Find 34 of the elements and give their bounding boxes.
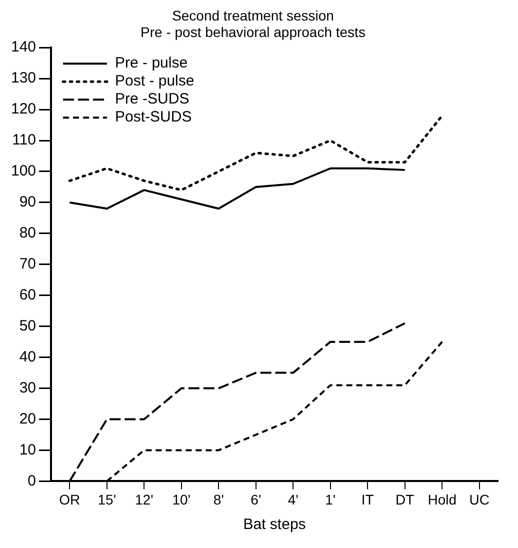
y-tick-label: 60 (19, 286, 36, 304)
legend-label: Pre -SUDS (115, 90, 190, 108)
text: Second treatment session (172, 7, 334, 24)
x-tick-label: 15' (98, 491, 116, 508)
y-tick-label: 20 (19, 410, 36, 428)
legend-label: Post - pulse (115, 72, 194, 90)
y-tick-label: 70 (19, 256, 36, 273)
y-tick-label: 10 (19, 441, 36, 458)
x-tick-label: 1' (325, 491, 336, 508)
y-tick-label: 90 (19, 194, 36, 211)
y-tick-label: 130 (10, 70, 36, 87)
x-tick-label: 10' (172, 491, 191, 508)
y-tick-label: 50 (19, 317, 36, 334)
x-tick-label: IT (361, 491, 374, 508)
y-tick-label: 120 (10, 100, 36, 118)
text: Pre - post behavioral approach tests (140, 24, 366, 40)
x-tick-label: 6' (250, 491, 262, 508)
x-axis-title: Bat steps (243, 516, 306, 534)
y-tick-label: 110 (12, 132, 36, 149)
legend-label: Pre - pulse (115, 54, 188, 72)
x-tick-label: UC (469, 491, 490, 508)
x-tick-label: OR (59, 491, 80, 508)
x-tick-label: 12' (135, 491, 154, 508)
y-tick-label: 0 (28, 472, 36, 490)
x-tick-label: DT (396, 491, 415, 508)
y-tick-label: 40 (19, 348, 36, 366)
x-tick-label: Hold (428, 491, 457, 508)
y-tick-label: 140 (10, 38, 36, 56)
x-tick-label: 4' (288, 491, 298, 508)
legend-label: Post-SUDS (115, 108, 192, 126)
x-tick-label: 8' (213, 491, 224, 508)
y-tick-label: 100 (10, 162, 36, 180)
y-tick-label: 80 (19, 224, 36, 242)
y-tick-label: 30 (19, 379, 36, 396)
